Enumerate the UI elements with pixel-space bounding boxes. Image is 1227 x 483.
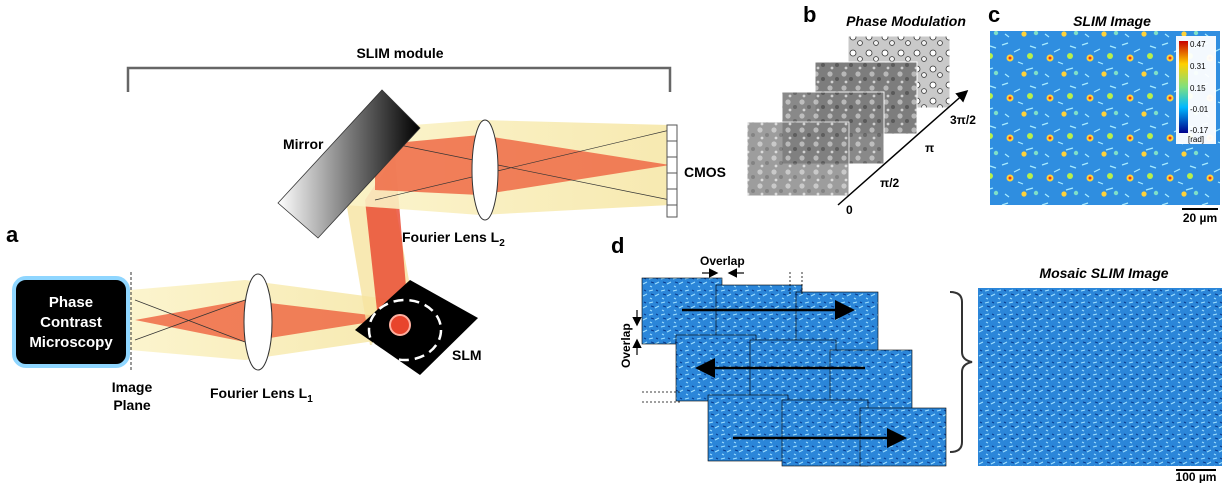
phase-frame-0 [746,121,850,197]
mosaic-scale-label: 100 µm [1176,470,1217,483]
panel-letter-d: d [611,233,624,258]
fourier-lens-l2 [471,119,499,221]
slm-aperture [367,298,443,362]
colorbar-tick-3: -0.01 [1190,105,1209,114]
slim-module-label: SLIM module [356,45,443,61]
image-plane-label-1: Image [112,379,153,395]
phase-step-0: 0 [846,203,853,217]
slim-scale-label: 20 µm [1183,211,1217,225]
colorbar [1179,41,1188,133]
fourier-lens-l1-label: Fourier Lens L1 [210,385,313,405]
beam-rays-l2 [374,129,671,201]
fourier-lens-l2-label: Fourier Lens L2 [402,229,505,249]
beam-rays-l1 [134,299,246,343]
colorbar-tick-1: 0.31 [1190,62,1206,71]
slm-ring [389,314,411,336]
overlap-h-label: Overlap [700,254,745,268]
phase-axis-arrow [837,90,969,206]
slim-module-bracket [126,66,672,92]
colorbar-unit: [rad] [1188,135,1204,144]
mirror [277,89,421,239]
phase-step-pi2: π/2 [880,176,900,190]
phase-contrast-microscope [12,276,130,368]
panel-letter-c: c [988,2,1000,27]
microscope-label-3: Microscopy [29,334,113,351]
panel-letter-b: b [803,2,816,27]
microscope-label-2: Contrast [40,314,102,331]
phase-modulation-title: Phase Modulation [846,13,966,29]
mosaic-slim-image [978,288,1222,466]
microscope-label-1: Phase [49,294,93,311]
colorbar-tick-2: 0.15 [1190,84,1206,93]
overlap-v-label: Overlap [619,323,633,368]
image-plane-label-2: Plane [113,397,151,413]
fourier-lens-l1 [243,273,273,371]
colorbar-tick-0: 0.47 [1190,40,1206,49]
slm-label: SLM [452,347,482,363]
mosaic-title: Mosaic SLIM Image [1039,265,1168,281]
panel-letter-a: a [6,222,19,247]
cmos-sensor [666,124,678,218]
mirror-label: Mirror [283,136,324,152]
mosaic-brace [949,291,973,453]
phase-step-pi: π [925,141,934,155]
cmos-label: CMOS [684,164,726,180]
colorbar-tick-4: -0.17 [1190,126,1209,135]
phase-step-3pi2: 3π/2 [950,113,976,127]
slim-image-title: SLIM Image [1073,13,1151,29]
